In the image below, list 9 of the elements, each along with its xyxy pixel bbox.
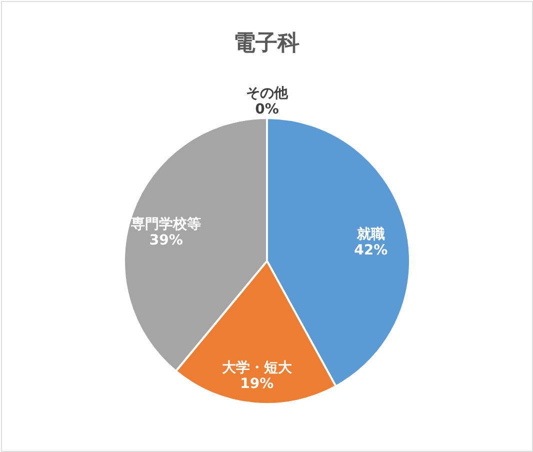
slice-label: 専門学校等 — [130, 216, 202, 233]
chart-title: 電子科 — [234, 31, 300, 56]
category-label: その他 — [246, 86, 288, 102]
text: 0% — [255, 102, 279, 118]
slice-label: 大学・短大 — [222, 360, 293, 376]
data-label: 39% — [149, 232, 183, 249]
data-label: 42% — [354, 242, 388, 258]
slice-label: 就職 — [356, 225, 385, 242]
data-label: 19% — [240, 376, 274, 392]
